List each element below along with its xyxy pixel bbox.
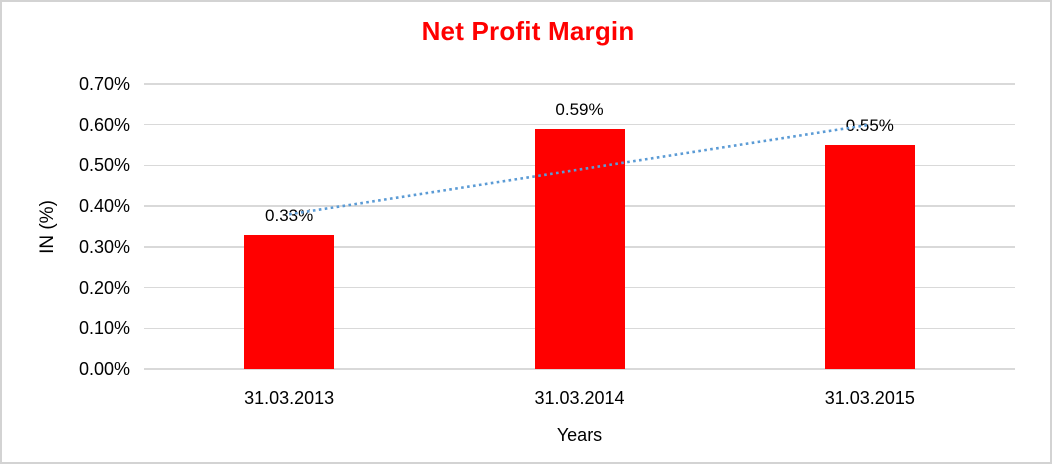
y-tick-label: 0.50%	[78, 155, 130, 176]
x-tick-label: 31.03.2014	[534, 388, 625, 408]
y-tick-label: 0.30%	[78, 236, 130, 257]
data-label: 0.59%	[555, 99, 604, 119]
x-tick-label: 31.03.2013	[244, 388, 335, 408]
y-tick-label: 0.10%	[78, 318, 130, 339]
gridline	[144, 83, 1015, 85]
y-tick-label: 0.20%	[78, 277, 130, 298]
x-tick-label: 31.03.2015	[824, 388, 915, 408]
data-label: 0.33%	[265, 205, 314, 225]
bar-31.03.2014	[534, 128, 625, 369]
y-tick-label: 0.00%	[78, 359, 130, 379]
bar-31.03.2015	[824, 145, 915, 369]
x-axis-title: Years	[556, 425, 603, 445]
bar-31.03.2013	[244, 234, 335, 369]
data-label: 0.55%	[845, 116, 894, 136]
y-tick-label: 0.70%	[78, 74, 130, 94]
chart-title: Net Profit Margin	[421, 16, 635, 46]
y-tick-label: 0.60%	[78, 114, 130, 135]
gridline	[144, 368, 1015, 370]
y-tick-label: 0.40%	[78, 196, 130, 217]
